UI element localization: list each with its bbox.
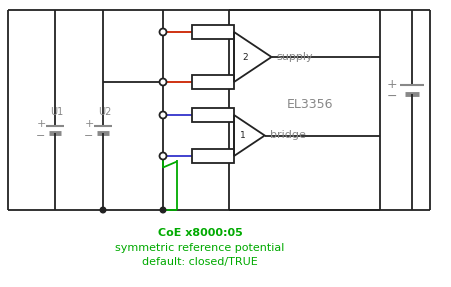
Text: +: +	[84, 119, 94, 129]
Text: 2: 2	[243, 53, 248, 61]
Text: +: +	[387, 79, 397, 92]
Text: EL3356: EL3356	[287, 98, 333, 112]
Text: CoE x8000:05: CoE x8000:05	[158, 228, 242, 238]
Text: U1: U1	[51, 107, 64, 117]
Text: −: −	[84, 131, 94, 141]
Text: −: −	[387, 90, 397, 102]
Text: symmetric reference potential: symmetric reference potential	[115, 243, 285, 253]
Bar	[192, 149, 234, 163]
Text: bridge: bridge	[270, 131, 306, 141]
Text: −: −	[37, 131, 46, 141]
Circle shape	[160, 207, 166, 213]
Text: 1: 1	[240, 131, 246, 140]
Text: default: closed/TRUE: default: closed/TRUE	[142, 257, 258, 267]
Circle shape	[100, 207, 106, 213]
Text: supply: supply	[276, 52, 313, 62]
Bar	[192, 75, 234, 89]
Circle shape	[160, 112, 166, 119]
Text: +: +	[37, 119, 46, 129]
Circle shape	[160, 28, 166, 36]
Text: U2: U2	[98, 107, 112, 117]
Circle shape	[160, 79, 166, 86]
Bar	[192, 25, 234, 39]
Circle shape	[160, 152, 166, 160]
Bar	[192, 108, 234, 122]
